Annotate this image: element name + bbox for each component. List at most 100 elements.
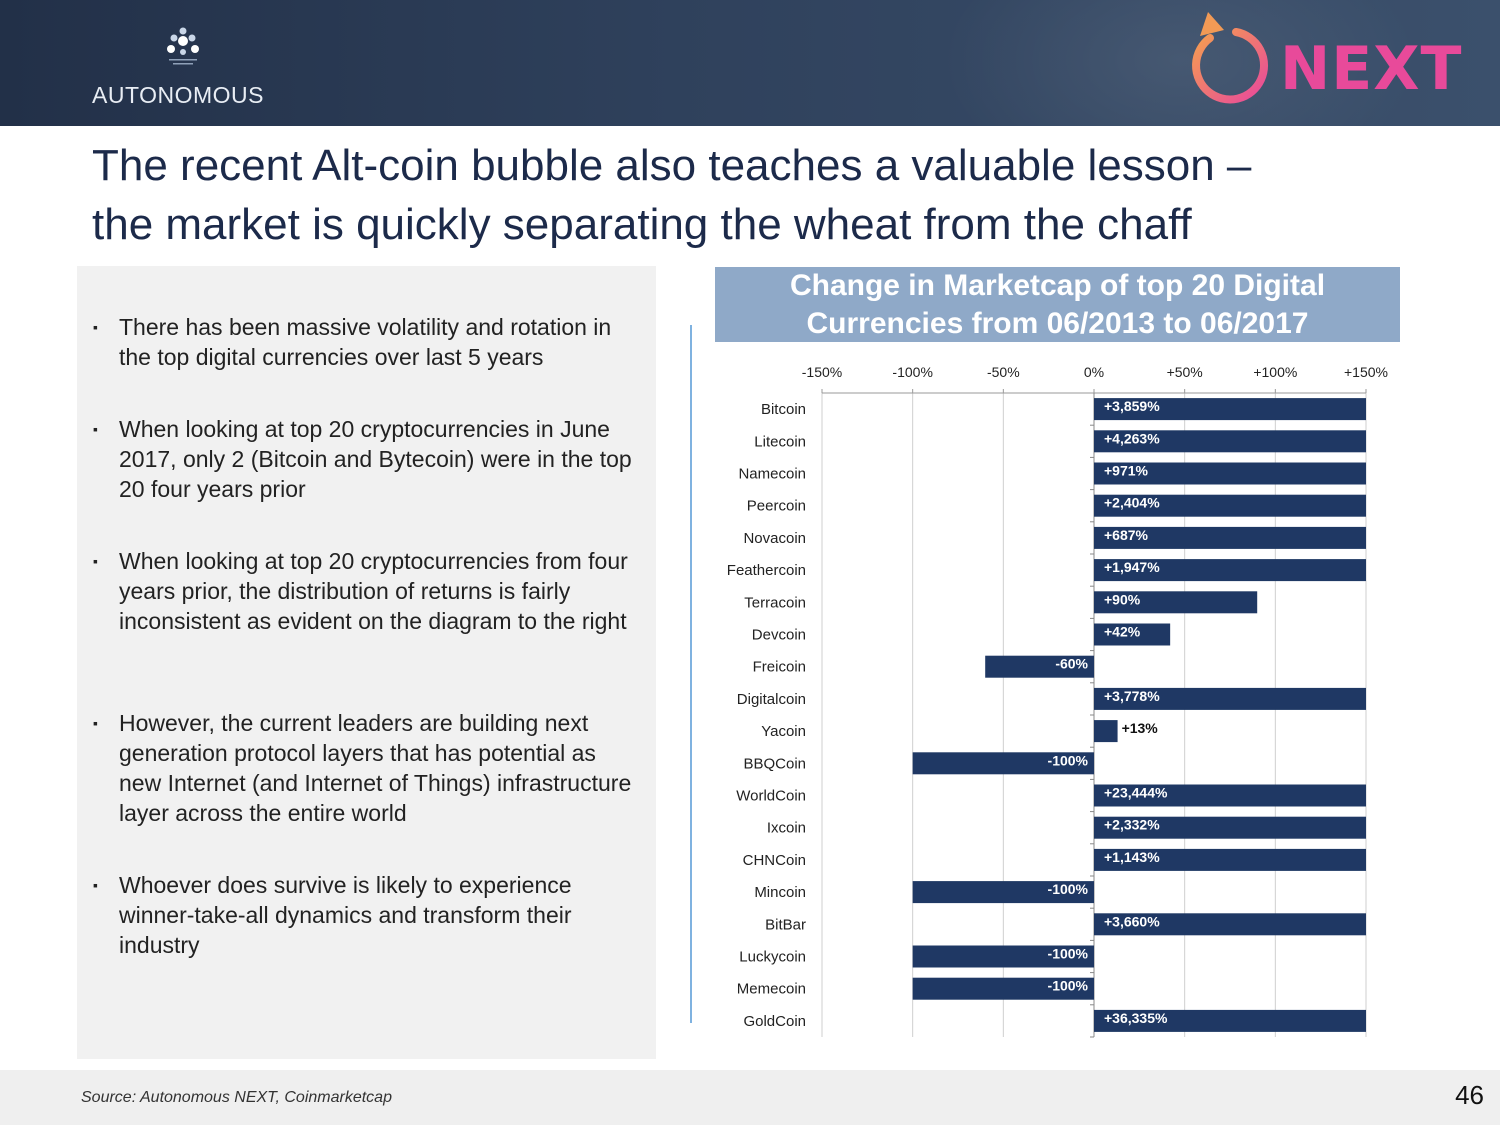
data-label: -100% [1048,881,1089,897]
x-tick-label: +50% [1167,364,1203,380]
x-tick-label: 0% [1084,364,1104,380]
bar [1094,398,1366,421]
data-label: +3,859% [1104,398,1160,414]
autonomous-logo-icon [167,27,199,65]
category-label: Litecoin [754,433,806,450]
bar [985,655,1094,678]
x-tick-label: -50% [987,364,1020,380]
category-label: Freicoin [753,659,806,676]
bar [1094,430,1366,453]
source-note: Source: Autonomous NEXT, Coinmarketcap [81,1089,392,1106]
category-label: BitBar [765,916,806,933]
data-label: -100% [1048,978,1089,994]
bar [1094,559,1366,582]
data-label: +971% [1104,463,1149,479]
header-decoration [920,0,1440,126]
bar [912,752,1094,775]
data-label: +1,947% [1104,559,1160,575]
bullet-marker: ▪ [93,421,98,437]
bar [1094,848,1366,871]
bullet-marker: ▪ [93,877,98,893]
page-title-line-1: The recent Alt-coin bubble also teaches … [92,141,1252,190]
data-label: -100% [1048,946,1089,962]
category-label: WorldCoin [736,788,806,805]
category-label: Luckycoin [739,949,806,966]
bar [1094,816,1366,839]
bar [1094,720,1118,743]
category-label: Peercoin [747,498,806,515]
bullet-text: However, the current leaders are buildin… [119,710,632,826]
data-label: +23,444% [1104,785,1168,801]
category-label: Bitcoin [761,401,806,418]
footer: Source: Autonomous NEXT, Coinmarketcap 4… [0,1070,1500,1125]
next-wordmark: NEXT [1280,34,1463,104]
category-label: Ixcoin [767,820,806,837]
x-tick-label: -100% [892,364,932,380]
category-label: Feathercoin [727,562,806,579]
page-title: The recent Alt-coin bubble also teaches … [92,136,1472,254]
marketcap-change-chart: -150% -100% -50% 0% +50% +100% +150% Bitcoin +3,… [727,364,1388,1038]
bullet-text: When looking at top 20 cryptocurrencies … [119,548,628,634]
category-label: Memecoin [737,981,806,998]
category-label: Novacoin [743,530,806,547]
data-label: +4,263% [1104,430,1160,446]
category-label: Namecoin [738,466,806,483]
category-label: Digitalcoin [737,691,806,708]
bar [912,945,1094,968]
data-label: +36,335% [1104,1010,1168,1026]
bullet-item: ▪ When looking at top 20 cryptocurrencie… [93,546,638,636]
x-tick-label: +150% [1344,364,1388,380]
next-logo: NEXT [1180,8,1461,118]
bar [1094,462,1366,485]
bullet-marker: ▪ [93,553,98,569]
data-label: +13% [1122,720,1159,736]
bullet-text: When looking at top 20 cryptocurrencies … [119,416,632,502]
header-banner: AUTONOMOUS NEXT [0,0,1500,126]
chart-title-line-2: Currencies from 06/2013 to 06/2017 [806,307,1309,340]
chart-title-line-1: Change in Marketcap of top 20 Digital [789,269,1326,302]
data-label: +1,143% [1104,849,1160,865]
bar [1094,784,1366,807]
bar [1094,526,1366,549]
data-label: +687% [1104,527,1149,543]
category-label: Yacoin [761,723,806,740]
page-title-line-2: the market is quickly separating the whe… [92,200,1192,249]
data-label: +90% [1104,591,1141,607]
data-label: +42% [1104,624,1141,640]
data-label: +2,332% [1104,817,1160,833]
x-tick-label: +100% [1253,364,1297,380]
bar [1094,494,1366,517]
x-tick-label: -150% [802,364,842,380]
data-label: -100% [1048,752,1089,768]
category-label: Devcoin [752,627,806,644]
category-label: CHNCoin [743,852,806,869]
bar [1094,913,1366,936]
bar [1094,591,1258,614]
data-label: +3,660% [1104,913,1160,929]
page-number: 46 [1455,1080,1484,1110]
summary-panel: ▪ There has been massive volatility and … [77,266,656,1059]
data-label: -60% [1055,656,1088,672]
bullet-item: ▪ Whoever does survive is likely to expe… [93,870,638,960]
bar [1094,1009,1366,1032]
autonomous-logo: AUTONOMOUS [92,24,282,114]
category-label: BBQCoin [743,755,806,772]
bar [1094,687,1366,710]
category-label: Mincoin [754,884,806,901]
vertical-divider [690,325,692,1023]
data-label: +3,778% [1104,688,1160,704]
bar [912,881,1094,904]
bullet-marker: ▪ [93,715,98,731]
bar [912,977,1094,1000]
bar [1094,623,1171,646]
bullet-marker: ▪ [93,319,98,335]
data-label: +2,404% [1104,495,1160,511]
bullet-item: ▪ When looking at top 20 cryptocurrencie… [93,414,638,504]
brand-name: AUTONOMOUS [92,82,264,108]
bullet-text: Whoever does survive is likely to experi… [119,872,572,958]
category-label: Terracoin [744,594,806,611]
chart-title: Change in Marketcap of top 20 Digital Cu… [715,267,1400,342]
category-label: GoldCoin [743,1013,806,1030]
bullet-item: ▪ However, the current leaders are build… [93,708,638,828]
bullet-text: There has been massive volatility and ro… [119,314,612,370]
